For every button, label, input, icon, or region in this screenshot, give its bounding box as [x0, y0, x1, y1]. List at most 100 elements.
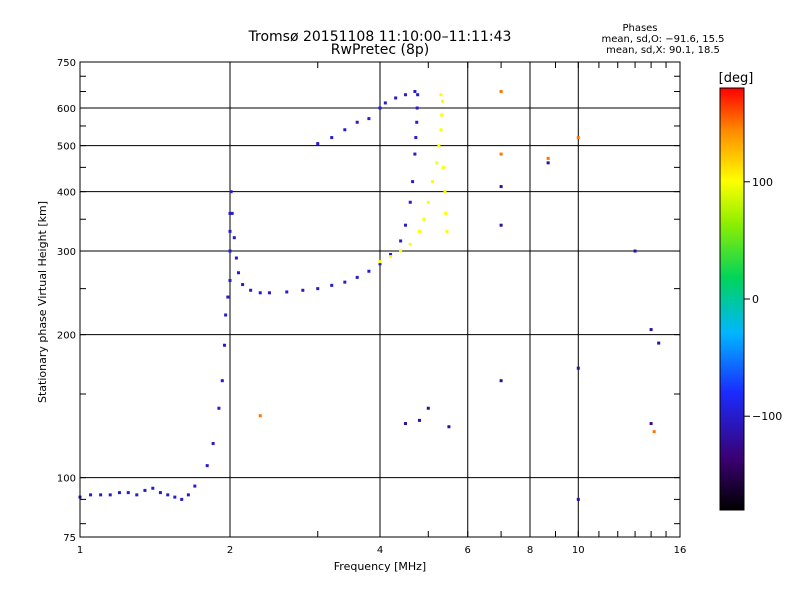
data-point: [411, 180, 415, 184]
data-point: [403, 223, 407, 227]
x-tick-label: 1: [77, 545, 83, 556]
data-point: [499, 152, 503, 156]
data-point: [330, 136, 334, 140]
plot-frame: [79, 61, 681, 538]
data-point: [224, 313, 228, 317]
x-tick-label: 6: [465, 545, 471, 556]
y-tick-label: 750: [57, 58, 76, 69]
data-point: [499, 223, 503, 227]
data-point: [226, 295, 230, 299]
data-point: [415, 106, 419, 110]
data-point: [236, 271, 240, 275]
data-point: [441, 165, 445, 169]
data-point: [415, 120, 419, 124]
data-point: [417, 229, 421, 233]
phases-title: Phases: [622, 23, 657, 34]
y-tick-label: 500: [57, 142, 76, 153]
colorbar-ticks: 100 0 −100: [744, 176, 782, 423]
data-point: [649, 328, 653, 332]
chart-subtitle: RwPretec (8p): [331, 42, 429, 58]
data-point: [301, 288, 305, 292]
data-point: [414, 136, 418, 140]
data-point: [444, 211, 448, 215]
data-point: [389, 255, 393, 259]
data-point: [576, 366, 580, 370]
data-point: [316, 142, 320, 146]
data-points: [78, 90, 661, 501]
grid: [80, 62, 680, 537]
data-point: [367, 117, 371, 121]
data-point: [413, 152, 417, 156]
data-point: [205, 464, 209, 468]
colorbar-tick-label: −100: [752, 410, 782, 423]
data-point: [186, 493, 190, 497]
data-point: [355, 120, 359, 124]
data-point: [403, 93, 407, 97]
data-point: [228, 229, 232, 233]
data-point: [258, 291, 262, 295]
data-point: [439, 93, 443, 97]
data-point: [217, 406, 221, 410]
data-point: [211, 442, 215, 446]
data-point: [633, 249, 637, 253]
data-point: [447, 425, 451, 429]
colorbar-label: [deg]: [719, 71, 754, 86]
chart-title: Tromsø 20151108 11:10:00–11:11:43: [248, 29, 512, 45]
data-point: [383, 101, 387, 105]
data-point: [413, 90, 417, 94]
x-tick-label: 10: [572, 545, 585, 556]
data-point: [126, 491, 130, 495]
data-point: [499, 90, 503, 94]
x-tick-label: 8: [527, 545, 533, 556]
data-point: [232, 236, 236, 240]
data-point: [355, 275, 359, 279]
y-tick-label: 100: [57, 474, 76, 485]
data-point: [378, 260, 382, 264]
data-point: [249, 288, 253, 292]
data-point: [367, 269, 371, 273]
data-point: [443, 190, 447, 194]
data-point: [499, 185, 503, 189]
data-point: [399, 239, 403, 243]
x-tick-label: 4: [377, 545, 383, 556]
colorbar-tick-label: 100: [752, 176, 773, 189]
y-axis-label: Stationary phase Virtual Height [km]: [36, 201, 49, 403]
data-point: [258, 414, 262, 418]
data-point: [394, 96, 398, 100]
data-point: [426, 406, 430, 410]
data-point: [441, 99, 445, 103]
data-point: [99, 493, 103, 497]
phases-mean-o: mean, sd,O: −91.6, 15.5: [602, 34, 725, 45]
colorbar: [719, 87, 745, 511]
y-tick-label: 200: [57, 331, 76, 342]
data-point: [143, 488, 147, 492]
data-point: [657, 341, 661, 345]
data-point: [416, 93, 420, 97]
data-point: [437, 144, 441, 148]
data-point: [229, 190, 233, 194]
data-point: [399, 249, 403, 253]
axis-ticks: 1 2 4 6 8 10 16 75 100 200 300 400 500 600 750: [57, 58, 686, 556]
y-tick-label: 75: [63, 533, 76, 544]
data-point: [422, 217, 426, 221]
data-point: [403, 422, 407, 426]
data-point: [151, 486, 155, 490]
data-point: [135, 493, 139, 497]
data-point: [228, 211, 232, 215]
y-tick-label: 300: [57, 247, 76, 258]
data-point: [546, 161, 550, 165]
y-tick-label: 600: [57, 104, 76, 115]
data-point: [267, 291, 271, 295]
data-point: [228, 279, 232, 283]
data-point: [166, 493, 170, 497]
data-point: [435, 161, 439, 165]
data-point: [378, 262, 382, 266]
data-point: [158, 491, 162, 495]
data-point: [285, 290, 289, 294]
data-point: [389, 252, 393, 256]
data-point: [223, 343, 227, 347]
data-point: [330, 283, 334, 287]
data-point: [117, 491, 121, 495]
data-point: [426, 200, 430, 204]
